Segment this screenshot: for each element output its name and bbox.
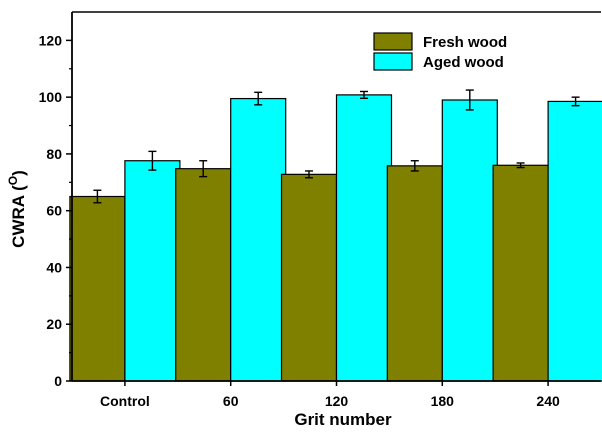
bar-aged-wood-control xyxy=(124,160,181,382)
y-tick-label-20: 20 xyxy=(46,316,62,332)
y-tick-label-0: 0 xyxy=(54,373,62,389)
bar-fresh-wood-60 xyxy=(175,168,232,382)
x-axis-title: Grit number xyxy=(294,410,392,429)
legend-label-aged-wood: Aged wood xyxy=(423,54,504,71)
bar-fresh-wood-control xyxy=(69,195,126,382)
x-tick-label-240: 240 xyxy=(536,393,560,409)
error-bar-fresh-wood-240 xyxy=(516,162,525,169)
bar-aged-wood-120 xyxy=(335,94,393,382)
bar-aged-wood-60 xyxy=(230,97,287,382)
axes-layer: Control 60 120 180 240 0 20 40 60 80 100 120 xyxy=(39,11,601,409)
x-tick-label-60: 60 xyxy=(223,393,239,409)
error-bar-fresh-wood-180 xyxy=(410,160,419,172)
legend-swatch-aged-wood xyxy=(373,52,413,71)
y-axis-title-superscript: O xyxy=(6,176,20,185)
legend: Fresh wood Aged wood xyxy=(373,32,507,71)
error-bar-fresh-wood-60 xyxy=(199,160,208,178)
legend-swatch-fresh-wood xyxy=(373,32,413,51)
y-tick-label-40: 40 xyxy=(46,259,62,275)
y-axis-title-suffix: ) xyxy=(9,170,28,176)
error-bar-aged-wood-60 xyxy=(254,91,263,106)
x-tick-label-120: 120 xyxy=(325,393,349,409)
error-bar-aged-wood-180 xyxy=(465,89,474,111)
y-tick-label-100: 100 xyxy=(39,89,63,105)
x-tick-label-control: Control xyxy=(100,393,150,409)
legend-label-fresh-wood: Fresh wood xyxy=(423,34,507,51)
bar-aged-wood-180 xyxy=(441,99,498,382)
y-tick-label-80: 80 xyxy=(46,146,62,162)
error-bar-aged-wood-120 xyxy=(360,90,368,99)
x-tick-label-180: 180 xyxy=(431,393,455,409)
bar-fresh-wood-120 xyxy=(280,173,338,382)
bars-layer xyxy=(69,94,602,382)
error-bar-aged-wood-240 xyxy=(571,96,580,107)
y-tick-label-120: 120 xyxy=(39,32,63,48)
error-bars-layer xyxy=(93,89,580,204)
bar-fresh-wood-240 xyxy=(492,164,549,382)
bar-fresh-wood-180 xyxy=(386,165,443,382)
error-bar-fresh-wood-120 xyxy=(305,170,313,179)
y-axis-title: CWRA (O) xyxy=(6,170,28,248)
error-bar-fresh-wood-control xyxy=(93,189,102,204)
y-tick-label-60: 60 xyxy=(46,203,62,219)
error-bar-aged-wood-control xyxy=(148,150,157,171)
bar-aged-wood-240 xyxy=(547,100,602,382)
y-axis-title-main: CWRA ( xyxy=(9,185,28,248)
